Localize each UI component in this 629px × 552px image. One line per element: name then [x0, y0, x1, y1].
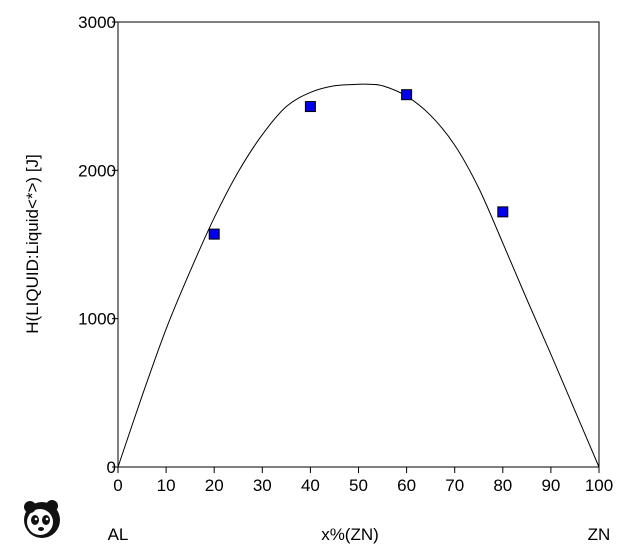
data-point	[497, 206, 509, 218]
y-tick-label: 3000	[78, 13, 116, 32]
y-tick-label: 2000	[78, 161, 116, 180]
y-tick-label: 1000	[78, 310, 116, 329]
x-tick-label: 70	[445, 476, 464, 495]
y-tick-label: 0	[107, 458, 116, 477]
data-point	[401, 89, 413, 101]
x-tick-label: 60	[397, 476, 416, 495]
x-tick-label: 100	[585, 476, 613, 495]
x-tick-label: 50	[349, 476, 368, 495]
y-axis-ticks: 0 1000 2000 3000	[78, 13, 118, 477]
x-tick-label: 80	[493, 476, 512, 495]
x-axis-right-end-label: ZN	[588, 525, 611, 544]
data-point	[208, 228, 220, 240]
y-axis-title: H(LIQUID:Liquid<*>) [J]	[23, 154, 42, 334]
x-tick-label: 10	[157, 476, 176, 495]
panda-logo-icon	[24, 500, 60, 538]
x-tick-label: 20	[205, 476, 224, 495]
x-tick-label: 40	[301, 476, 320, 495]
x-axis-ticks: 0 10 20 30 40 50 60 70 80 90 100	[113, 467, 613, 495]
x-axis-left-end-label: AL	[108, 525, 129, 544]
plot-frame	[117, 21, 600, 468]
x-tick-label: 0	[113, 476, 122, 495]
series-layer	[117, 83, 600, 468]
x-axis-title: x%(ZN)	[321, 525, 379, 544]
x-tick-label: 90	[541, 476, 560, 495]
x-tick-label: 30	[253, 476, 272, 495]
data-point	[304, 101, 316, 113]
series-line	[117, 83, 600, 468]
